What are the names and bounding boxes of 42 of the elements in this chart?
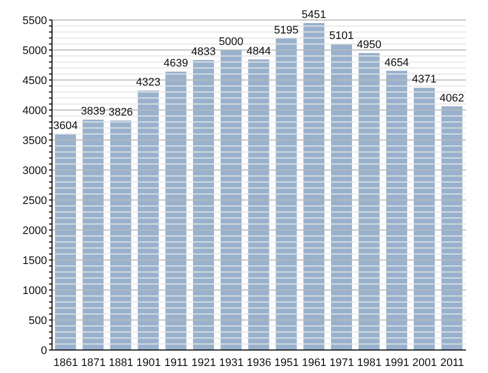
data-label: 5101 <box>329 30 354 42</box>
y-tick-label: 5500 <box>22 14 47 27</box>
y-tick-label: 2000 <box>22 224 47 237</box>
y-tick-label: 4500 <box>22 74 47 87</box>
data-label: 5451 <box>302 8 326 21</box>
data-label: 3826 <box>108 106 133 118</box>
data-label: 4654 <box>384 56 409 69</box>
data-label: 4371 <box>412 74 437 86</box>
x-tick-label: 2001 <box>412 356 437 369</box>
data-label: 3839 <box>80 106 106 118</box>
y-tick-label: 0 <box>40 344 47 357</box>
x-tick-label: 1861 <box>54 356 78 369</box>
x-tick-label: 1901 <box>136 356 161 369</box>
data-label: 4950 <box>356 39 382 51</box>
y-tick-label: 1000 <box>22 284 47 297</box>
x-tick-label: 2011 <box>440 356 464 369</box>
x-tick-label: 1951 <box>274 356 299 369</box>
x-tick-label: 1936 <box>246 356 272 369</box>
x-tick-label: 1871 <box>81 356 106 369</box>
x-tick-label: 1881 <box>108 356 134 369</box>
data-label: 4844 <box>246 45 271 58</box>
y-tick-label: 2500 <box>22 194 47 207</box>
y-tick-label: 4000 <box>22 104 47 117</box>
y-tick-label: 5000 <box>22 44 47 57</box>
data-label: 4833 <box>191 46 216 58</box>
x-tick-label: 1991 <box>384 356 410 369</box>
x-tick-label: 1921 <box>192 356 216 369</box>
data-label: 4639 <box>164 58 188 70</box>
y-tick-label: 3500 <box>22 134 47 147</box>
x-tick-label: 1931 <box>219 356 244 369</box>
y-tick-label: 500 <box>28 314 47 327</box>
data-label: 5195 <box>274 24 299 36</box>
data-label: 5000 <box>218 36 244 48</box>
x-tick-label: 1971 <box>330 356 354 369</box>
y-tick-label: 1500 <box>22 254 47 267</box>
x-tick-label: 1911 <box>164 356 188 369</box>
y-tick-label: 3000 <box>22 164 47 177</box>
data-label: 4323 <box>136 76 161 89</box>
data-label: 4062 <box>440 92 464 104</box>
x-tick-label: 1961 <box>302 356 326 369</box>
data-label: 3604 <box>53 120 78 132</box>
x-tick-label: 1981 <box>357 356 382 369</box>
